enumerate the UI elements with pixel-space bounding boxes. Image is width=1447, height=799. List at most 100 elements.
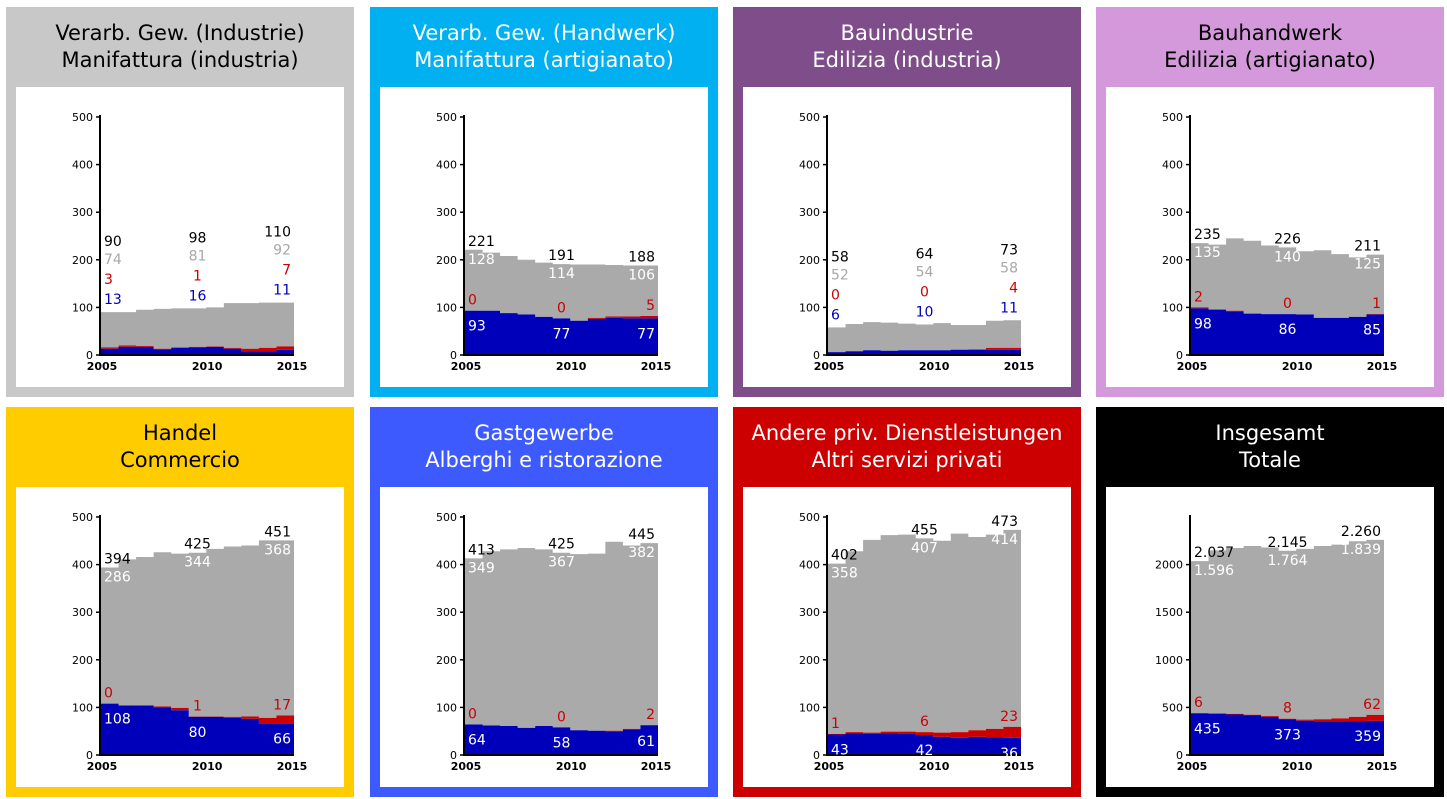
value-label-blue: 10 <box>916 305 934 321</box>
value-label-blue: 359 <box>1354 729 1381 745</box>
panel-title-line: Andere priv. Dienstleistungen <box>751 421 1063 445</box>
y-tick-label: 0 <box>1176 749 1183 762</box>
panel-title-line: Edilizia (industria) <box>812 48 1002 72</box>
value-label-total: 2.145 <box>1267 535 1307 551</box>
y-tick-label: 500 <box>72 111 93 124</box>
y-tick-label: 500 <box>799 111 820 124</box>
value-label-grey: 125 <box>1354 257 1381 273</box>
value-label-blue: 13 <box>104 292 122 308</box>
x-tick-label: 2010 <box>192 760 223 773</box>
x-tick-label: 2005 <box>1177 360 1208 373</box>
value-label-total: 188 <box>628 250 655 266</box>
value-label-total: 425 <box>184 537 211 553</box>
value-label-blue: 435 <box>1194 722 1221 738</box>
chart-svg: 0 100 200 300 400 500 2005 2010 2015 402 358 1 43 455… <box>799 511 1034 773</box>
y-tick-label: 500 <box>1162 111 1183 124</box>
value-label-total: 455 <box>911 522 938 538</box>
x-tick-label: 2010 <box>1282 760 1313 773</box>
y-tick-label: 200 <box>436 254 457 267</box>
value-label-blue: 43 <box>831 743 849 759</box>
y-tick-label: 2000 <box>1155 559 1183 572</box>
value-label-total: 2.260 <box>1341 524 1381 540</box>
series-grey-area <box>1191 238 1384 318</box>
chart-panel: Bauhandwerk Edilizia (artigianato) 0 100 200… <box>1096 7 1444 397</box>
y-tick-label: 1000 <box>1155 654 1183 667</box>
value-label-red: 0 <box>831 287 840 303</box>
y-tick-label: 300 <box>1162 206 1183 219</box>
x-tick-label: 2015 <box>277 360 308 373</box>
value-label-total: 425 <box>548 537 575 553</box>
panel-title: Verarb. Gew. (Industrie) Manifattura (ind… <box>6 7 354 87</box>
panel-title: Handel Commercio <box>6 407 354 487</box>
value-label-total: 402 <box>831 548 858 564</box>
panel-title-line: Alberghi e ristorazione <box>425 448 663 472</box>
chart-area: 0 100 200 300 400 500 2005 2010 2015 413 349 0 64 425… <box>380 487 708 787</box>
panel-title: Insgesamt Totale <box>1096 407 1444 487</box>
value-label-red: 6 <box>1194 695 1203 711</box>
y-tick-label: 0 <box>813 349 820 362</box>
y-tick-label: 400 <box>1162 159 1183 172</box>
y-tick-label: 300 <box>799 206 820 219</box>
y-tick-label: 100 <box>799 701 820 714</box>
x-tick-label: 2015 <box>641 760 672 773</box>
x-tick-label: 2005 <box>87 760 118 773</box>
panel-title: Gastgewerbe Alberghi e ristorazione <box>370 407 718 487</box>
panel-title-line: Totale <box>1239 448 1301 472</box>
y-tick-label: 0 <box>86 749 93 762</box>
panel-title-line: Handel <box>142 421 218 445</box>
value-label-grey: 1.764 <box>1267 553 1307 569</box>
value-label-total: 58 <box>831 249 849 265</box>
value-label-blue: 373 <box>1274 727 1301 743</box>
value-label-blue: 11 <box>1000 300 1018 316</box>
series-blue-area <box>1191 713 1384 755</box>
x-tick-label: 2005 <box>451 360 482 373</box>
value-label-total: 235 <box>1194 227 1221 243</box>
value-label-red: 5 <box>646 298 655 314</box>
value-label-total: 451 <box>264 524 291 540</box>
series-red-area <box>101 345 294 352</box>
y-tick-label: 200 <box>436 654 457 667</box>
chart-panel: Handel Commercio 0 100 200 300 400 500 2005 2010 2… <box>6 407 354 797</box>
chart-svg: 0 100 200 300 400 500 2005 2010 2015 13 3 74 90 16 1 81… <box>72 111 308 373</box>
chart-panel: Verarb. Gew. (Industrie) Manifattura (ind… <box>6 7 354 397</box>
x-tick-label: 2010 <box>556 760 587 773</box>
value-label-grey: 368 <box>264 542 291 558</box>
x-tick-label: 2015 <box>641 360 672 373</box>
series-blue-area <box>101 703 294 755</box>
y-tick-label: 0 <box>86 349 93 362</box>
value-label-blue: 77 <box>553 326 571 342</box>
value-label-red: 0 <box>557 709 566 725</box>
chart-panel: Gastgewerbe Alberghi e ristorazione 0 100 20… <box>370 407 718 797</box>
y-tick-label: 0 <box>1176 349 1183 362</box>
series-red-area <box>101 703 294 724</box>
series-grey-area <box>828 529 1021 735</box>
y-tick-label: 100 <box>72 301 93 314</box>
chart-panel: Andere priv. Dienstleistungen Altri servi… <box>733 407 1081 797</box>
panel-title-line: Commercio <box>120 448 240 472</box>
value-label-total: 90 <box>104 234 122 250</box>
y-tick-label: 400 <box>799 559 820 572</box>
chart-svg: 0 100 200 300 400 500 2005 2010 2015 394 286 0 108 42… <box>72 511 308 773</box>
series-grey-area <box>101 540 294 718</box>
panel-title: Bauindustrie Edilizia (industria) <box>733 7 1081 87</box>
value-label-grey: 414 <box>991 532 1018 548</box>
series-blue-area <box>101 346 294 355</box>
value-label-red: 1 <box>1372 296 1381 312</box>
y-tick-label: 100 <box>1162 301 1183 314</box>
value-label-blue: 42 <box>916 743 934 759</box>
value-label-total: 226 <box>1274 231 1301 247</box>
y-tick-label: 500 <box>1162 701 1183 714</box>
value-label-total: 473 <box>991 514 1018 530</box>
value-label-red: 6 <box>920 714 929 730</box>
x-tick-label: 2015 <box>1004 360 1035 373</box>
value-label-blue: 80 <box>189 725 207 741</box>
value-label-red: 0 <box>920 285 929 301</box>
chart-panel: Bauindustrie Edilizia (industria) 0 100 200 3… <box>733 7 1081 397</box>
y-tick-label: 300 <box>72 606 93 619</box>
y-tick-label: 100 <box>436 701 457 714</box>
y-tick-label: 100 <box>436 301 457 314</box>
series-grey-area <box>465 249 658 321</box>
x-tick-label: 2015 <box>277 760 308 773</box>
series-red-area <box>1191 713 1384 722</box>
panel-title: Bauhandwerk Edilizia (artigianato) <box>1096 7 1444 87</box>
